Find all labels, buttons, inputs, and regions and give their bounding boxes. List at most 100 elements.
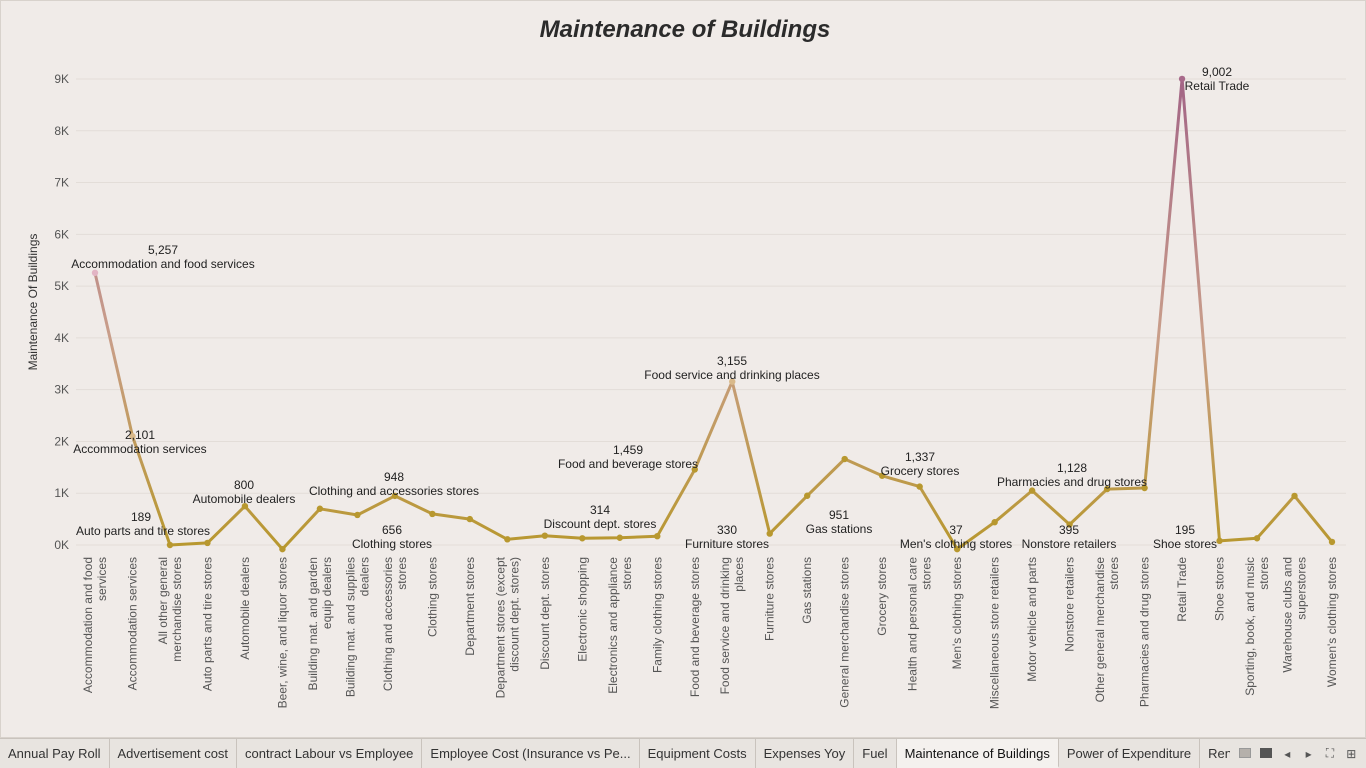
data-label-value: 37 bbox=[949, 523, 963, 537]
data-point[interactable] bbox=[878, 472, 886, 479]
data-point[interactable] bbox=[129, 433, 136, 440]
x-tick-label: Furniture stores bbox=[763, 557, 777, 641]
x-tick-label: Men's clothing stores bbox=[950, 557, 964, 669]
tab-contract-labour[interactable]: contract Labour vs Employee bbox=[237, 739, 423, 768]
data-point[interactable] bbox=[541, 532, 549, 539]
x-tick-label: Grocery stores bbox=[875, 557, 889, 636]
tab-advertisement-cost[interactable]: Advertisement cost bbox=[109, 739, 238, 768]
data-point[interactable] bbox=[241, 502, 249, 510]
data-label-name: Accommodation and food services bbox=[71, 257, 254, 271]
data-point[interactable] bbox=[466, 515, 474, 523]
data-point[interactable] bbox=[766, 530, 773, 537]
data-point[interactable] bbox=[691, 466, 698, 473]
x-tick-label-line: superstores bbox=[1295, 557, 1309, 620]
data-point[interactable] bbox=[729, 378, 736, 385]
next-tab-icon[interactable]: ▸ bbox=[1305, 746, 1312, 761]
x-tick-label: Automobile dealers bbox=[238, 557, 252, 660]
tab-maintenance-of-buildings[interactable]: Maintenance of Buildings bbox=[896, 739, 1059, 768]
x-tick-label-line: stores bbox=[395, 557, 409, 590]
tab-employee-cost[interactable]: Employee Cost (Insurance vs Pe... bbox=[422, 739, 640, 768]
x-tick-label: Clothing stores bbox=[425, 557, 439, 637]
data-point[interactable] bbox=[916, 483, 923, 490]
data-label-name: Automobile dealers bbox=[193, 492, 296, 506]
x-tick-label: Auto parts and tire stores bbox=[200, 557, 214, 691]
data-point[interactable] bbox=[504, 536, 511, 543]
data-label-name: Men's clothing stores bbox=[900, 537, 1012, 551]
x-tick-label-line: Health and personal care bbox=[906, 557, 920, 691]
x-tick-label: Accommodation and food services bbox=[81, 557, 109, 693]
data-point[interactable] bbox=[1291, 492, 1298, 500]
chart-title: Maintenance of Buildings bbox=[540, 16, 831, 43]
tab-expenses-yoy[interactable]: Expenses Yoy bbox=[755, 739, 855, 768]
data-point[interactable] bbox=[841, 455, 848, 463]
x-tick-label: Department stores (except discount dept. … bbox=[493, 556, 521, 698]
data-point[interactable] bbox=[1103, 485, 1111, 493]
data-point[interactable] bbox=[1066, 521, 1073, 528]
data-label-name: Food and beverage stores bbox=[558, 457, 698, 471]
y-tick-label: 7K bbox=[54, 176, 69, 190]
y-tick-label: 1K bbox=[54, 486, 69, 500]
grid-view-icon[interactable] bbox=[1236, 747, 1254, 761]
tab-controls: ◂ ▸ ⛶ ⊞ bbox=[1230, 738, 1366, 768]
x-tick-label-line: stores bbox=[920, 557, 934, 590]
data-point[interactable] bbox=[1253, 535, 1261, 542]
data-point[interactable] bbox=[1141, 484, 1148, 492]
x-tick-label: Electronic shopping bbox=[575, 557, 589, 662]
x-tick-label-line: Shoe stores bbox=[1213, 557, 1227, 621]
data-point[interactable] bbox=[354, 511, 361, 519]
x-tick-label-line: stores bbox=[1257, 557, 1271, 590]
data-point[interactable] bbox=[654, 532, 661, 540]
y-tick-label: 6K bbox=[54, 227, 69, 241]
data-point[interactable] bbox=[579, 535, 586, 542]
data-point[interactable] bbox=[953, 545, 961, 553]
data-label-value: 330 bbox=[717, 523, 737, 537]
data-point[interactable] bbox=[91, 269, 99, 277]
data-label-name: Grocery stores bbox=[881, 464, 960, 478]
share-icon[interactable]: ⊞ bbox=[1346, 746, 1357, 761]
data-point[interactable] bbox=[316, 505, 324, 512]
x-tick-label-line: Beer, wine, and liquor stores bbox=[275, 557, 289, 708]
x-tick-label-line: All other general bbox=[156, 557, 170, 644]
data-point[interactable] bbox=[429, 510, 436, 518]
tab-annual-pay-roll[interactable]: Annual Pay Roll bbox=[0, 739, 110, 768]
data-point[interactable] bbox=[1328, 538, 1336, 546]
data-point[interactable] bbox=[991, 519, 998, 526]
data-label-name: Clothing stores bbox=[352, 537, 432, 551]
x-tick-label-line: Food service and drinking bbox=[718, 557, 732, 694]
fullscreen-icon[interactable]: ⛶ bbox=[1325, 746, 1335, 760]
x-tick-label-line: Electronic shopping bbox=[575, 557, 589, 662]
tab-fuel[interactable]: Fuel bbox=[854, 739, 897, 768]
x-tick-label-line: Furniture stores bbox=[763, 557, 777, 641]
x-tick-label: Retail Trade bbox=[1175, 557, 1189, 622]
data-point[interactable] bbox=[1028, 487, 1036, 494]
sheet-tab-bar: Annual Pay Roll Advertisement cost contr… bbox=[0, 738, 1366, 768]
data-point[interactable] bbox=[616, 534, 623, 541]
data-point[interactable] bbox=[804, 492, 811, 499]
data-point[interactable] bbox=[1178, 75, 1186, 83]
data-label-value: 2,101 bbox=[125, 428, 155, 442]
data-point[interactable] bbox=[279, 545, 286, 553]
data-point[interactable] bbox=[391, 492, 399, 500]
tab-equipment-costs[interactable]: Equipment Costs bbox=[639, 739, 756, 768]
tab-power-of-expenditure[interactable]: Power of Expenditure bbox=[1058, 739, 1201, 768]
x-tick-label-line: Miscellaneous store retailers bbox=[988, 557, 1002, 709]
line-chart: Maintenance of Buildings Maintenance Of … bbox=[26, 16, 1346, 709]
data-label-name: Nonstore retailers bbox=[1022, 537, 1117, 551]
x-tick-label-line: Clothing and accessories bbox=[381, 557, 395, 691]
data-label-name: Retail Trade bbox=[1185, 79, 1250, 93]
sheet-view-icon[interactable] bbox=[1257, 747, 1275, 761]
x-tick-label-line: Automobile dealers bbox=[238, 557, 252, 660]
dashboard-frame: Maintenance of Buildings Maintenance Of … bbox=[0, 0, 1366, 738]
x-tick-label-line: dealers bbox=[357, 557, 371, 596]
x-tick-label-line: Other general merchandise bbox=[1093, 557, 1107, 703]
data-label-name: Furniture stores bbox=[685, 537, 769, 551]
data-point[interactable] bbox=[1216, 537, 1223, 545]
prev-tab-icon[interactable]: ◂ bbox=[1284, 746, 1291, 761]
data-point[interactable] bbox=[166, 541, 174, 549]
data-point[interactable] bbox=[204, 539, 211, 547]
